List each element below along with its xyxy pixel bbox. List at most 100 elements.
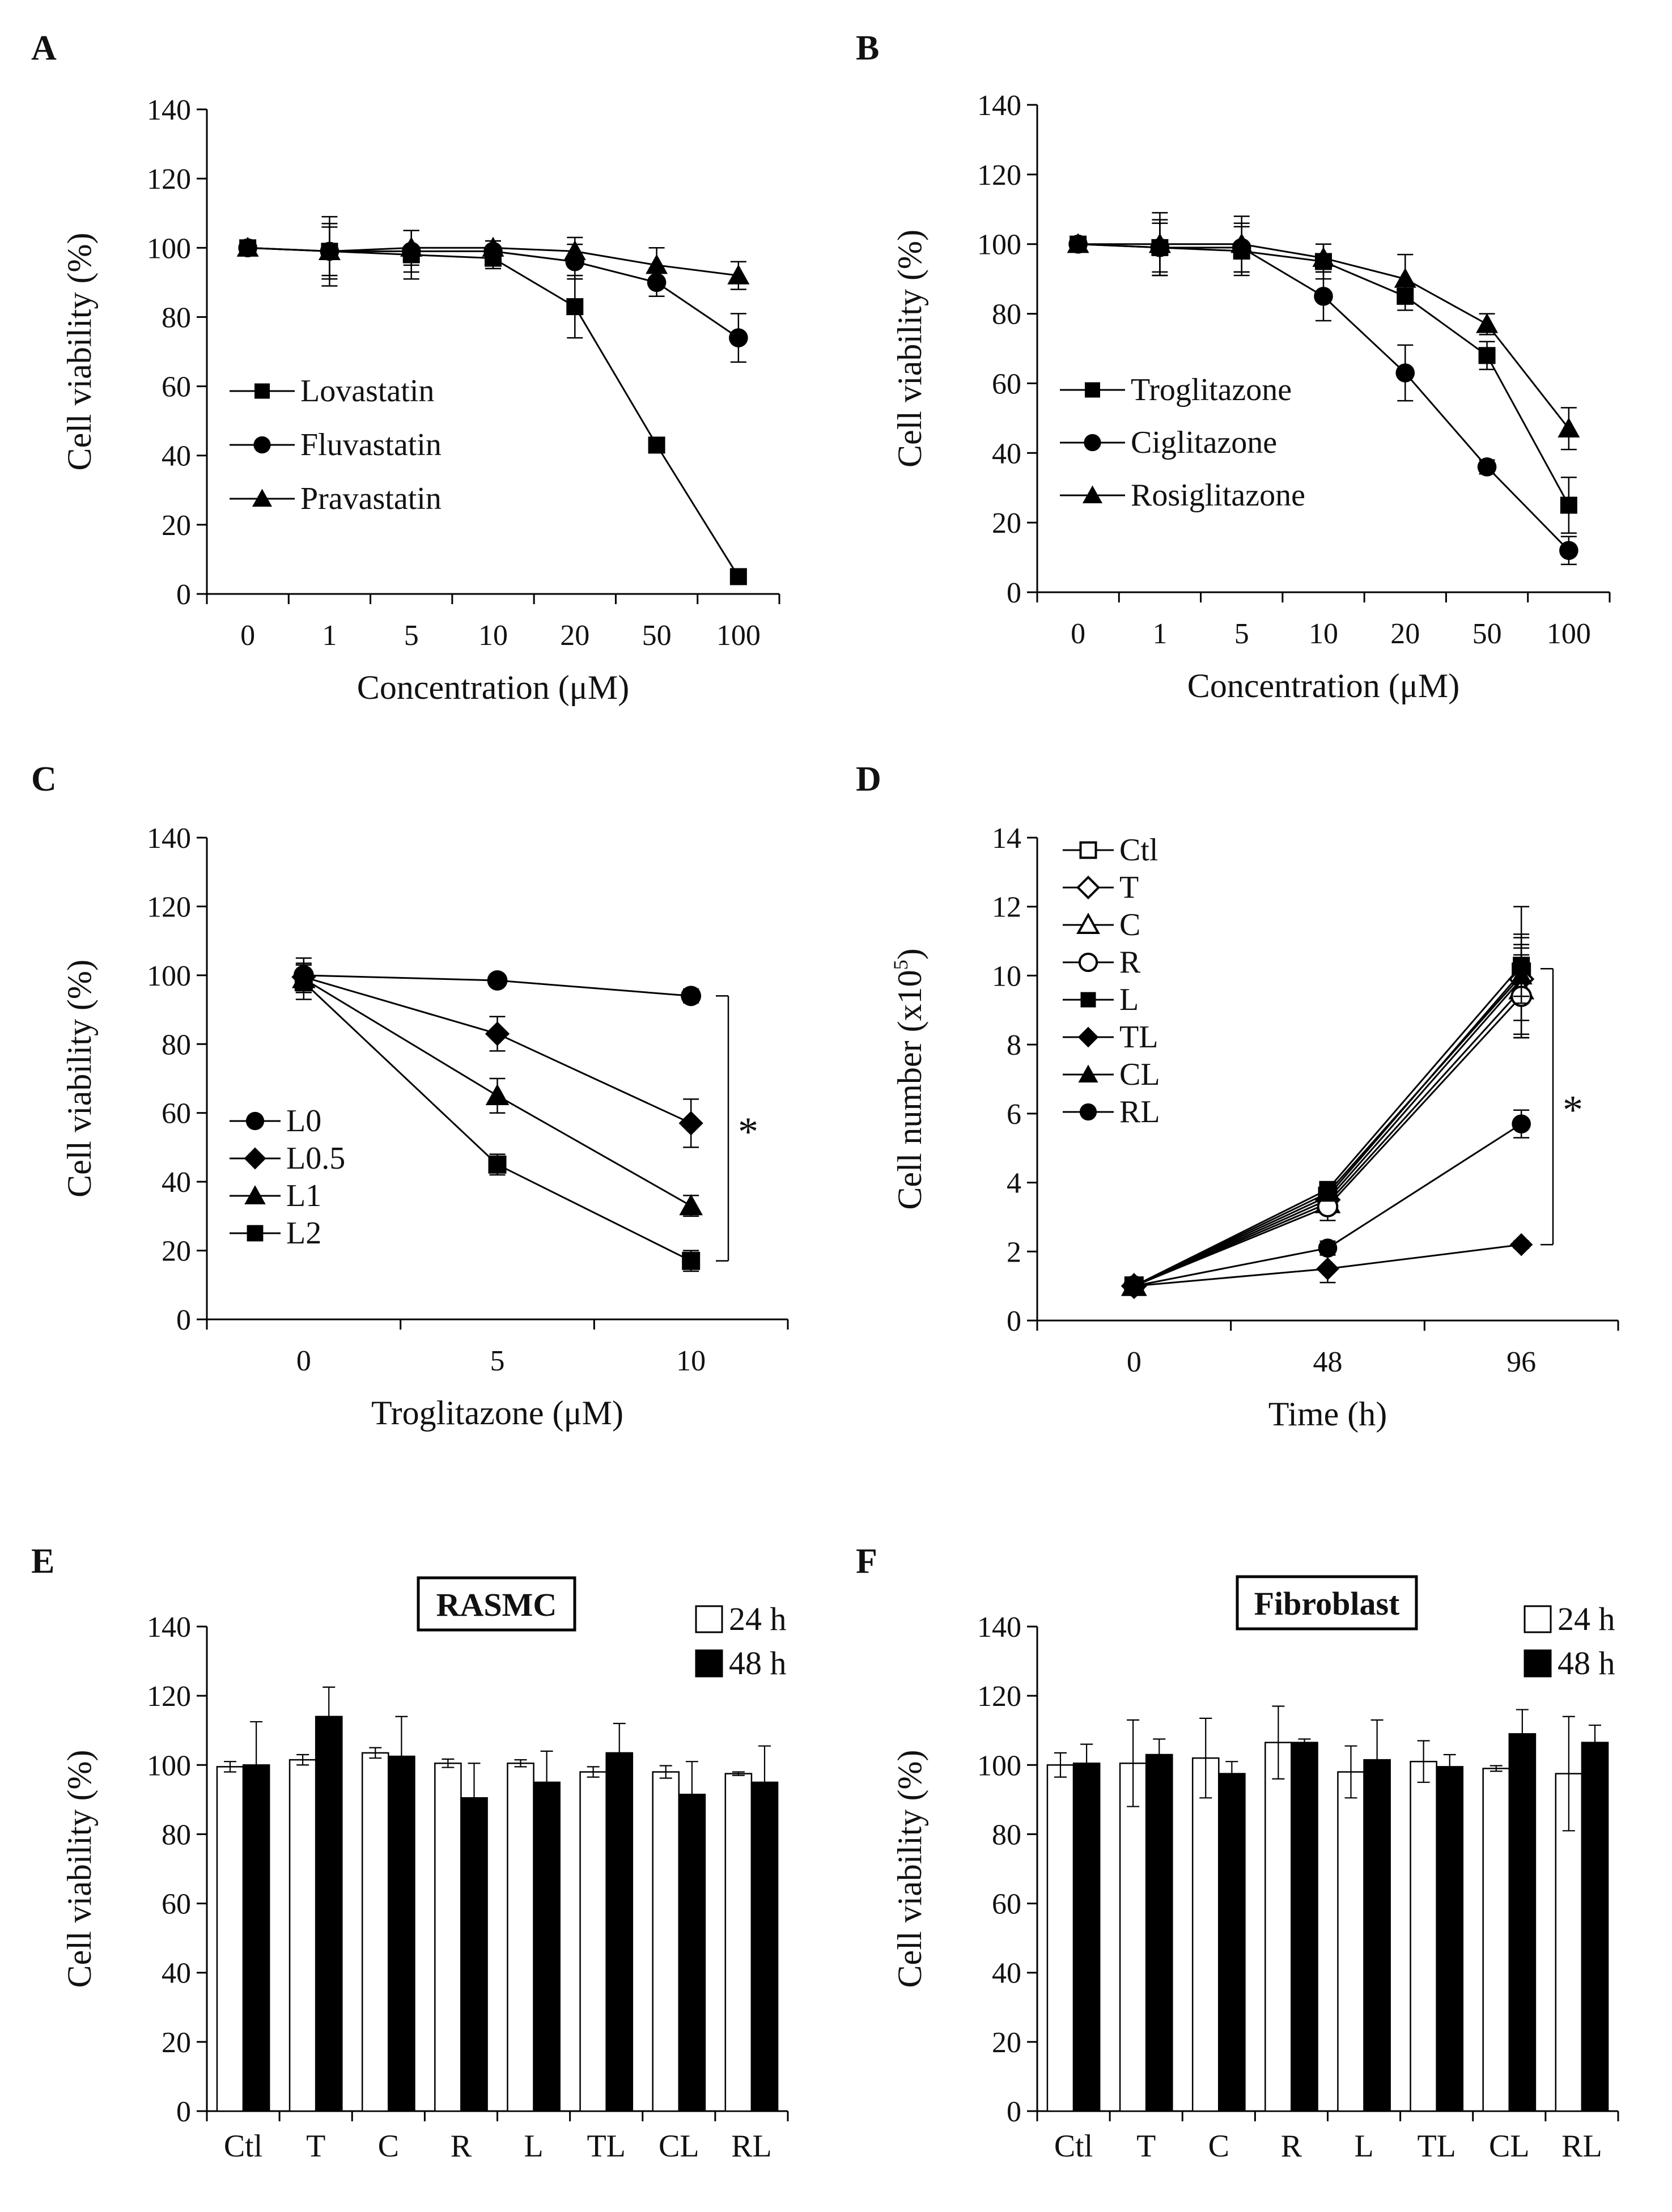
legend-label: 48 h [1558,1645,1615,1682]
x-tick-label: 0 [1127,1346,1141,1378]
data-point [294,973,313,991]
bar [1482,1768,1510,2112]
legend-marker [245,1111,265,1131]
y-tick-label: 14 [992,822,1021,855]
bar [242,1764,270,2112]
data-point [1560,496,1577,514]
y-axis-title: Cell number (x105) [889,948,928,1209]
data-point [236,236,259,257]
data-point [1509,1233,1533,1256]
bar [533,1781,561,2112]
y-tick-label: 120 [977,159,1021,192]
series-l0-5 [291,962,703,1148]
panel-letter: B [856,29,879,67]
significance-bracket: * [716,995,758,1262]
x-tick-label: 0 [296,1345,311,1377]
x-axis-title: Concentration (μM) [357,669,629,706]
y-tick-label: 120 [147,891,191,923]
y-tick-label: 0 [176,579,191,611]
y-tick-label: 0 [1007,577,1021,609]
x-tick-label: Ctl [1054,2129,1093,2164]
data-point [1512,1114,1531,1133]
y-tick-label: 120 [147,1680,191,1713]
x-tick-label: CL [659,2129,699,2164]
x-tick-label: Ctl [224,2129,262,2164]
legend-marker [1076,912,1100,935]
legend-label: C [1119,907,1140,942]
x-tick-label: 1 [1152,618,1167,650]
bar [605,1752,634,2112]
chart-title-box: RASMC [417,1576,576,1632]
data-point [1558,417,1580,438]
chart-B: B 0 20 40 60 80 100 120 140 0 1 5 10 20 50 100 Concentra… [856,29,1611,704]
chart-A: A 0 20 40 60 80 100 120 140 0 1 5 10 20 50 100 Concentra… [31,29,780,706]
x-tick-label: RL [1561,2129,1602,2164]
data-point [318,240,341,260]
x-tick-label: 10 [478,619,508,652]
y-tick-label: 40 [992,1958,1021,1990]
y-tick-label: 20 [992,2027,1021,2059]
data-point [566,298,584,316]
bar [315,1716,343,2112]
y-tick-label: 80 [162,302,191,334]
x-axis-title: Concentration (μM) [1187,667,1459,704]
data-point [727,264,750,285]
series-l0 [293,957,702,1007]
bar [1581,1742,1609,2112]
bar [678,1793,706,2112]
y-tick-label: 140 [147,822,191,855]
bar [216,1766,244,2112]
x-axis-title: Time (h) [1268,1395,1387,1433]
y-tick-label: 20 [992,507,1021,540]
x-tick-label: CL [1489,2129,1530,2164]
data-point [1394,268,1416,288]
legend-label: T [1119,870,1139,905]
legend-label: 24 h [729,1600,787,1637]
legend-marker [244,1185,266,1204]
data-point [488,1155,507,1174]
x-tick-label: TL [587,2129,625,2164]
chart-title-box: Fibroblast [1236,1575,1418,1631]
x-tick-label: C [378,2129,399,2164]
legend-label: L [1119,982,1139,1017]
legend-marker [1076,875,1101,900]
y-tick-label: 40 [992,438,1021,470]
bar [724,1773,753,2112]
data-point [1124,1276,1144,1296]
y-tick-label: 0 [1007,1305,1021,1338]
bar [1119,1762,1147,2112]
legend-marker [247,1225,264,1242]
bar [1145,1754,1173,2112]
data-point [1318,1238,1338,1258]
x-tick-label: 100 [716,619,761,652]
y-tick-label: 0 [176,1304,191,1336]
legend-swatch [1524,1649,1552,1678]
chart-C: C 0 20 40 60 80 100 120 140 0 5 10 Troglitazone (μM)… [31,760,789,1432]
legend-label: 48 h [729,1645,787,1682]
x-tick-label: L [1354,2129,1373,2164]
y-tick-label: 60 [162,371,191,404]
legend-label: RL [1119,1094,1160,1130]
legend-label: 24 h [1558,1600,1615,1637]
data-point [1476,313,1499,333]
bar [361,1752,389,2112]
legend-swatch [695,1649,723,1678]
bar [507,1762,534,2112]
x-tick-label: C [1208,2129,1229,2164]
x-tick-label: 1 [322,619,337,652]
legend-label: CL [1119,1057,1160,1092]
legend-marker [1077,1026,1099,1048]
x-axis-title: Troglitazone (μM) [371,1394,623,1432]
data-point [678,1111,703,1136]
y-tick-label: 2 [1007,1236,1021,1268]
data-point [646,254,668,274]
significance-star: * [738,1109,758,1154]
y-tick-label: 100 [977,229,1021,261]
series-line [1134,965,1522,1287]
y-tick-label: 20 [162,510,191,542]
bar [1191,1757,1220,2112]
data-point [482,236,504,257]
legend-label: L2 [286,1216,321,1251]
legend-label: Fluvastatin [300,427,442,462]
